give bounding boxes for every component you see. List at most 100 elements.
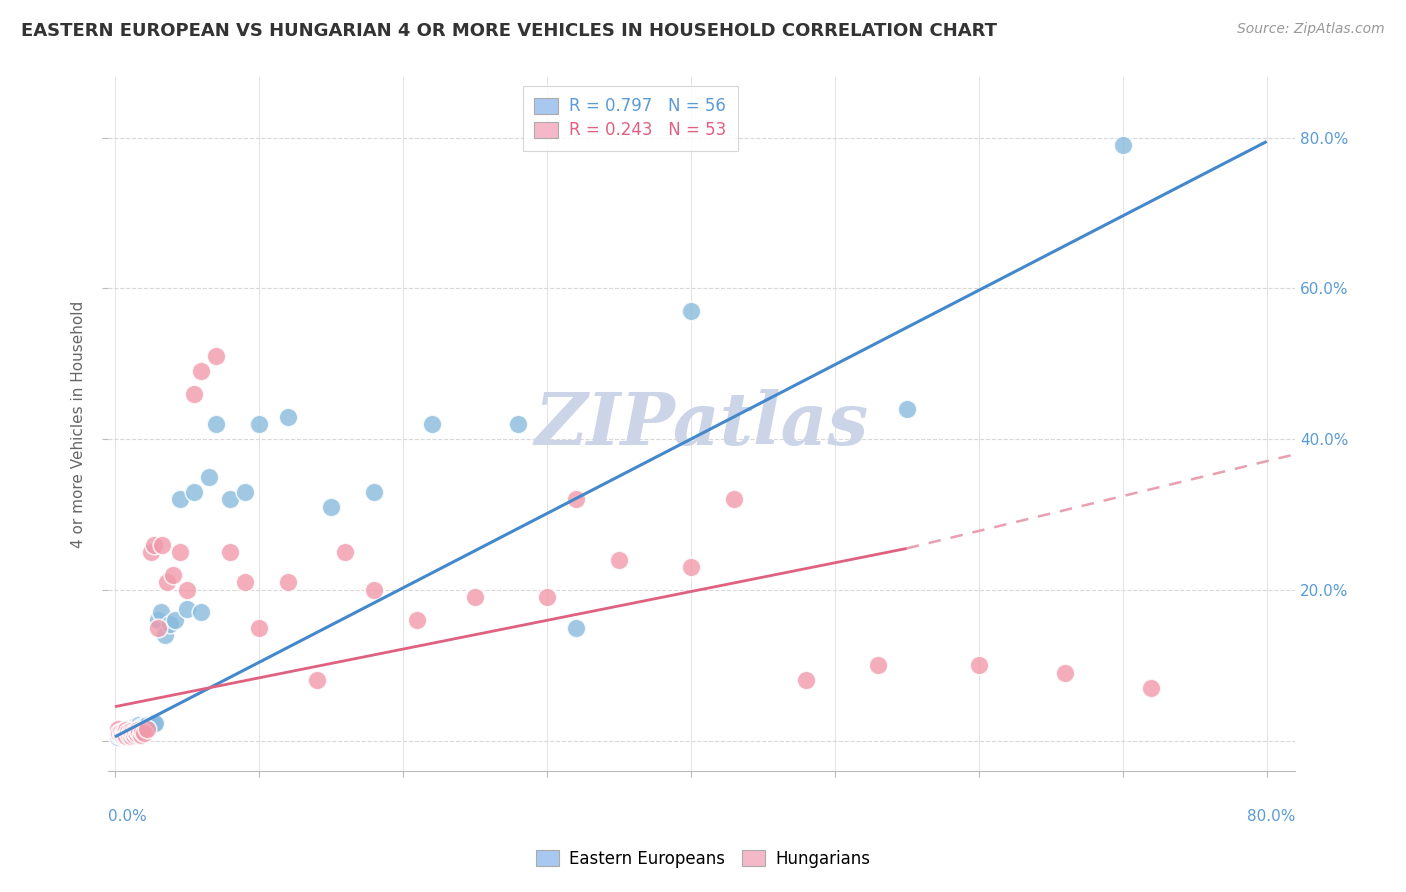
Point [420,417,443,431]
Point [219,545,242,559]
Point [464,591,486,605]
Point [564,492,586,507]
Point [112,728,135,742]
Point [127,723,149,737]
Text: Source: ZipAtlas.com: Source: ZipAtlas.com [1237,22,1385,37]
Point [146,613,169,627]
Point [607,552,630,566]
Point [120,723,142,738]
Point [115,723,138,737]
Point [117,725,139,739]
Point [124,719,146,733]
Point [506,417,529,431]
Point [139,545,162,559]
Point [152,538,174,552]
Point [131,723,153,738]
Point [363,484,385,499]
Point [112,723,135,738]
Legend: R = 0.797   N = 56, R = 0.243   N = 53: R = 0.797 N = 56, R = 0.243 N = 53 [523,86,738,151]
Point [143,716,166,731]
Point [120,721,142,735]
Point [142,538,165,552]
Point [129,727,152,741]
Point [107,723,129,737]
Y-axis label: 4 or more Vehicles in Household: 4 or more Vehicles in Household [72,301,86,548]
Point [1054,665,1077,680]
Text: EASTERN EUROPEAN VS HUNGARIAN 4 OR MORE VEHICLES IN HOUSEHOLD CORRELATION CHART: EASTERN EUROPEAN VS HUNGARIAN 4 OR MORE … [21,22,997,40]
Point [131,723,153,738]
Point [247,621,270,635]
Point [169,545,191,559]
Point [114,727,136,741]
Point [150,606,173,620]
Point [112,727,135,741]
Text: 0.0%: 0.0% [108,809,146,824]
Point [117,723,139,737]
Point [159,616,181,631]
Point [107,730,129,744]
Point [363,582,385,597]
Point [125,718,148,732]
Point [204,349,226,363]
Text: 80.0%: 80.0% [1247,809,1295,824]
Point [162,567,184,582]
Point [155,628,177,642]
Point [118,722,141,736]
Point [118,724,141,739]
Point [118,727,141,741]
Point [111,729,134,743]
Point [169,492,191,507]
Point [176,582,198,597]
Point [967,658,990,673]
Legend: Eastern Europeans, Hungarians: Eastern Europeans, Hungarians [524,838,882,880]
Point [146,621,169,635]
Point [204,417,226,431]
Point [277,575,299,590]
Point [335,545,357,559]
Point [125,727,148,741]
Point [121,723,143,737]
Point [128,725,150,739]
Point [108,726,131,740]
Point [536,591,558,605]
Point [121,726,143,740]
Point [121,720,143,734]
Point [406,613,429,627]
Point [233,484,256,499]
Point [679,304,702,318]
Point [110,727,132,741]
Point [114,724,136,739]
Point [896,402,918,417]
Point [1140,681,1163,695]
Point [190,606,212,620]
Point [233,575,256,590]
Point [110,724,132,739]
Point [794,673,817,688]
Point [136,722,159,736]
Point [117,725,139,739]
Point [128,717,150,731]
Point [679,560,702,574]
Point [122,723,145,737]
Point [564,621,586,635]
Point [165,613,187,627]
Point [190,364,212,378]
Point [122,728,145,742]
Point [197,470,219,484]
Point [219,492,242,507]
Point [142,717,165,731]
Point [176,601,198,615]
Point [135,718,157,732]
Point [120,729,142,743]
Point [139,717,162,731]
Point [114,727,136,741]
Point [124,724,146,739]
Point [132,719,155,733]
Point [127,721,149,735]
Point [866,658,889,673]
Text: ZIPatlas: ZIPatlas [534,389,869,459]
Point [319,500,342,514]
Point [135,723,157,737]
Point [115,723,138,738]
Point [108,728,131,742]
